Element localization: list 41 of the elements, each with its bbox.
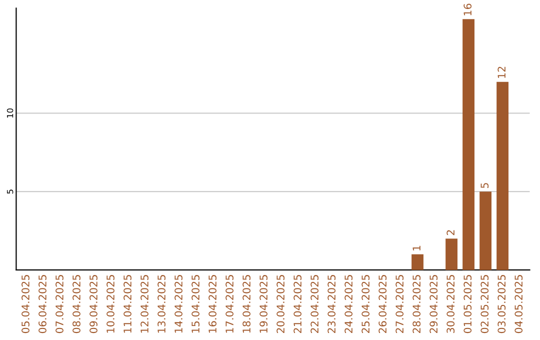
x-tick-label: 10.04.2025: [106, 275, 114, 333]
x-tick-label: 25.04.2025: [362, 275, 370, 334]
x-tick-label: 14.04.2025: [174, 275, 182, 333]
x-tick-label: 09.04.2025: [90, 275, 98, 334]
x-tick-label: 30.04.2025: [446, 275, 455, 333]
x-tick-label: 27.04.2025: [396, 275, 404, 334]
y-tick-label: 10: [6, 108, 14, 118]
x-tick-label: 26.04.2025: [378, 275, 387, 334]
bar: [496, 82, 508, 270]
x-tick-label: 07.04.2025: [56, 275, 64, 334]
x-tick-label: 17.04.2025: [226, 275, 234, 333]
bar: [446, 238, 458, 270]
x-tick-label: 19.04.2025: [260, 275, 268, 333]
x-tick-label: 12.04.2025: [140, 275, 148, 333]
x-tick-label: 05.04.2025: [22, 275, 30, 334]
data-label: 1: [412, 246, 420, 250]
x-tick-label: 28.04.2025: [412, 275, 421, 334]
x-tick-label: 16.04.2025: [208, 275, 216, 333]
x-tick-label: 04.05.2025: [514, 275, 523, 334]
x-tick-label: 15.04.2025: [192, 275, 200, 333]
bar: [412, 254, 424, 270]
x-tick-label: 08.04.2025: [72, 275, 80, 334]
x-tick-label: 20.04.2025: [276, 275, 284, 334]
x-tick-label: 13.04.2025: [158, 275, 166, 333]
x-tick-label: 23.04.2025: [328, 275, 336, 334]
data-label: 12: [498, 66, 506, 78]
data-label: 16: [464, 4, 472, 16]
x-tick-label: 11.04.2025: [124, 275, 132, 333]
x-tick-label: 06.04.2025: [38, 275, 46, 334]
data-label: 5: [480, 183, 489, 188]
data-label: 2: [446, 230, 454, 236]
x-tick-label: 18.04.2025: [242, 275, 250, 333]
x-tick-label: 24.04.2025: [344, 275, 353, 334]
x-tick-label: 22.04.2025: [310, 275, 319, 334]
bar: [480, 192, 492, 270]
x-tick-label: 02.05.2025: [480, 275, 489, 334]
x-tick-label: 03.05.2025: [498, 275, 506, 334]
x-tick-label: 01.05.2025: [464, 275, 472, 334]
x-tick-label: 21.04.2025: [294, 275, 302, 334]
x-tick-label: 29.04.2025: [430, 275, 438, 334]
bar: [462, 19, 474, 270]
